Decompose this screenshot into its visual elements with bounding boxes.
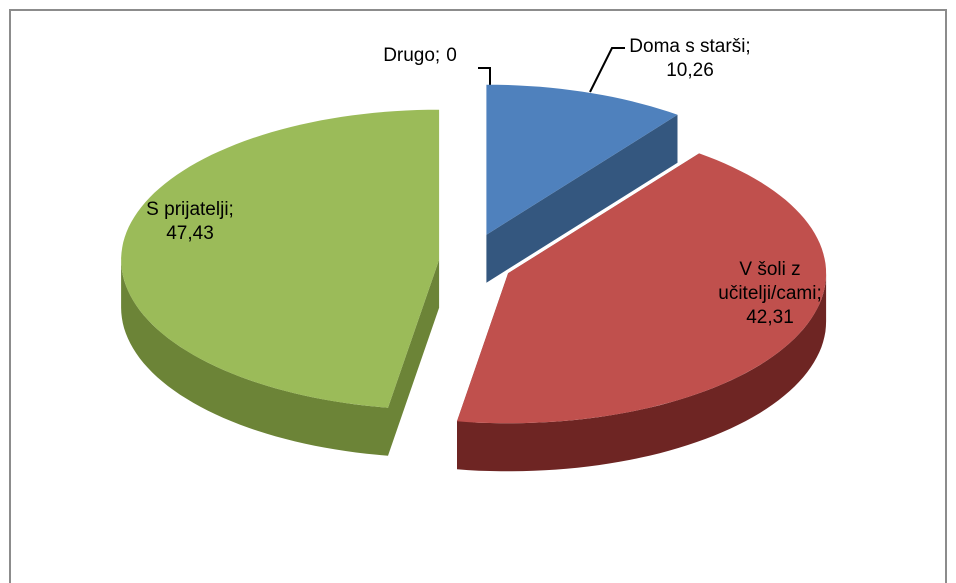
data-label: Drugo; 0 <box>355 44 485 68</box>
data-label: Doma s starši; 10,26 <box>610 35 770 83</box>
slice-side <box>457 273 827 472</box>
slice <box>457 153 827 424</box>
data-label: S prijatelji; 47,43 <box>120 198 260 246</box>
category-label: S prijatelji; <box>146 199 234 220</box>
data-label: V šoli z učitelji/cami; 42,31 <box>695 258 845 330</box>
slice-face <box>486 114 678 283</box>
slice-side <box>121 259 388 456</box>
value-label: 47,43 <box>166 223 214 244</box>
value-label: 42,31 <box>746 307 794 328</box>
slice-face <box>388 259 440 456</box>
value-label: 10,26 <box>666 60 714 81</box>
leader-line <box>478 67 491 86</box>
value-label: 0 <box>446 45 457 66</box>
leader-line <box>589 47 625 93</box>
slice <box>486 84 678 235</box>
category-label: Drugo; <box>383 45 441 66</box>
category-label: V šoli z učitelji/cami; <box>718 259 822 304</box>
slice <box>121 109 440 408</box>
category-label: Doma s starši; <box>629 36 751 57</box>
